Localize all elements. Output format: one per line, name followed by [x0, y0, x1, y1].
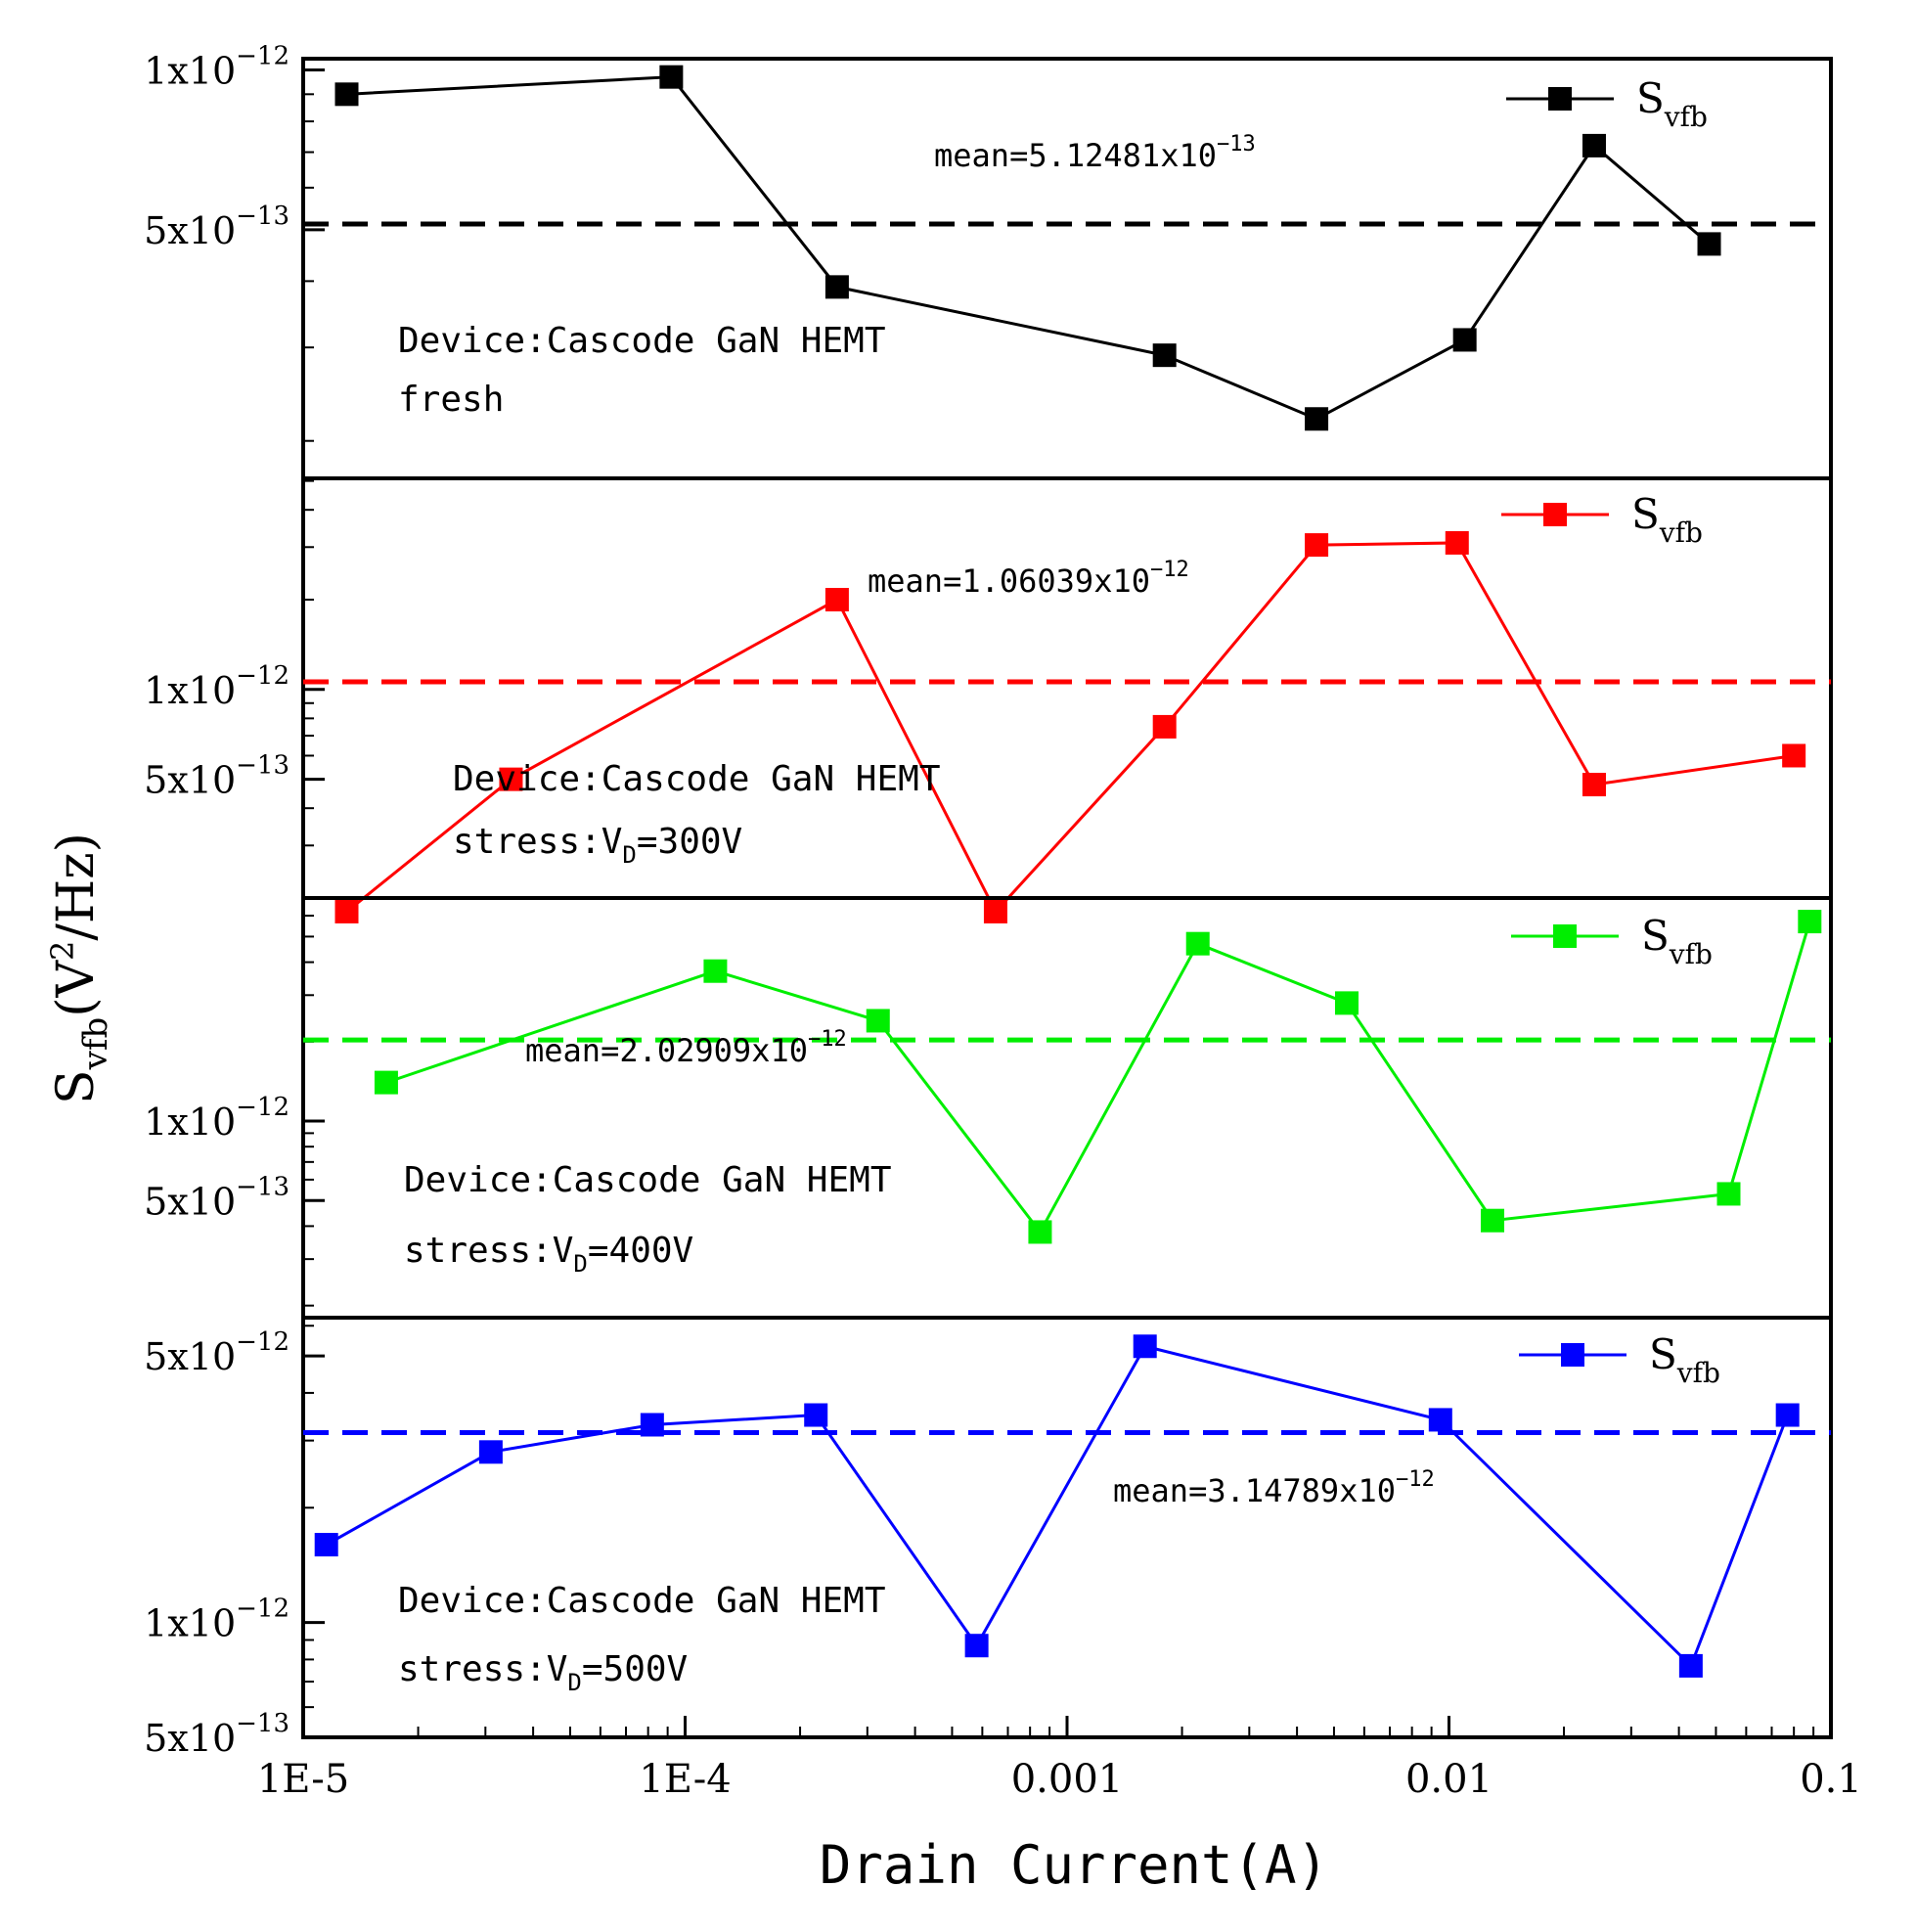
series-line — [346, 75, 1711, 421]
data-point — [1716, 1182, 1741, 1206]
x-tick-label: 1E-5 — [257, 1757, 349, 1802]
legend-marker — [1553, 924, 1577, 948]
data-point — [1445, 530, 1469, 555]
y-tick-label: 1x10−12 — [144, 661, 290, 712]
device-annotation: Device:Cascode GaN HEMT — [453, 759, 941, 799]
legend-label: Svfb — [1631, 490, 1703, 549]
data-point — [1582, 133, 1606, 157]
data-point — [1305, 407, 1329, 431]
x-tick-label: 0.1 — [1800, 1757, 1862, 1802]
panel-4: 5x10−12 1x10−12 5x10−13 mean=3.14789x10−12 S… — [144, 1316, 1833, 1760]
data-point — [1133, 1334, 1157, 1359]
data-point — [1480, 1208, 1504, 1233]
data-point — [640, 1413, 664, 1437]
x-tick-label: 0.01 — [1405, 1757, 1493, 1802]
y-tick-label: 5x10−12 — [144, 1327, 290, 1378]
legend-label: Svfb — [1649, 1330, 1720, 1389]
data-point — [1582, 773, 1606, 797]
mean-label: mean=3.14789x10−12 — [1113, 1467, 1435, 1509]
data-point — [983, 899, 1007, 923]
data-point — [499, 767, 523, 791]
data-point — [1428, 1408, 1452, 1432]
panel-1: 1x10−12 5x10−13 mean=5.12481x10−13 Svfb Devi… — [144, 41, 1833, 480]
data-point — [1334, 991, 1359, 1015]
legend-marker — [1561, 1343, 1584, 1367]
legend-marker — [1548, 87, 1572, 111]
x-axis: 1E-5 1E-4 0.001 0.01 0.1 — [257, 1716, 1862, 1802]
device-annotation: Device:Cascode GaN HEMT — [398, 1581, 886, 1621]
data-point — [659, 65, 684, 89]
data-point — [866, 1009, 890, 1033]
legend-label: Svfb — [1641, 912, 1713, 970]
svg-text:Svfb(V2/Hz): Svfb(V2/Hz) — [44, 832, 115, 1104]
data-point — [334, 82, 359, 107]
panel-3: 1x10−12 5x10−13 mean=2.02909x10−12 Svfb Devi… — [144, 896, 1833, 1320]
panel-2: 1x10−12 5x10−13 mean=1.06039x10−12 Svfb Devi… — [144, 476, 1833, 923]
device-annotation: Device:Cascode GaN HEMT — [404, 1160, 892, 1200]
data-point — [1152, 714, 1177, 739]
x-axis-label: Drain Current(A) — [820, 1834, 1328, 1896]
data-point — [824, 587, 849, 611]
data-point — [314, 1533, 338, 1557]
stress-annotation: stress:VD=300V — [453, 822, 742, 869]
legend-label: Svfb — [1636, 74, 1708, 133]
panel-frame — [301, 57, 1833, 480]
data-point — [1452, 328, 1477, 352]
mean-label: mean=1.06039x10−12 — [868, 558, 1189, 600]
legend: Svfb — [1501, 490, 1703, 549]
data-point — [824, 275, 849, 299]
legend: Svfb — [1511, 912, 1713, 970]
y-tick-label: 5x10−13 — [144, 202, 290, 252]
device-annotation: Device:Cascode GaN HEMT — [398, 321, 886, 361]
data-point — [1697, 232, 1721, 256]
y-axis-label: Svfb(V2/Hz) — [44, 832, 115, 1104]
data-point — [374, 1070, 398, 1095]
y-tick-label: 5x10−13 — [144, 1709, 290, 1760]
condition-annotation: fresh — [398, 380, 504, 420]
y-tick-label: 5x10−13 — [144, 751, 290, 802]
x-tick-label: 1E-4 — [639, 1757, 731, 1802]
stress-annotation: stress:VD=400V — [404, 1231, 693, 1278]
data-point — [1775, 1403, 1800, 1427]
y-tick-label: 1x10−12 — [144, 1595, 290, 1645]
y-tick-label: 1x10−12 — [144, 1093, 290, 1144]
data-point — [334, 899, 359, 923]
data-point — [804, 1403, 828, 1427]
mean-label: mean=5.12481x10−13 — [934, 132, 1256, 174]
mean-label: mean=2.02909x10−12 — [525, 1027, 847, 1069]
data-point — [964, 1634, 989, 1658]
data-point — [1152, 343, 1177, 368]
data-point — [703, 959, 728, 983]
legend-marker — [1543, 503, 1567, 526]
x-tick-label: 0.001 — [1011, 1757, 1124, 1802]
y-tick-label: 1x10−12 — [144, 41, 290, 92]
legend: Svfb — [1506, 74, 1708, 133]
data-point — [1678, 1653, 1703, 1678]
data-point — [1185, 931, 1210, 956]
legend: Svfb — [1519, 1330, 1720, 1389]
stress-annotation: stress:VD=500V — [398, 1649, 688, 1696]
data-point — [1798, 910, 1822, 934]
data-point — [1028, 1220, 1052, 1244]
data-point — [1782, 743, 1806, 768]
data-point — [1305, 533, 1329, 558]
data-point — [478, 1440, 503, 1464]
y-tick-label: 5x10−13 — [144, 1172, 290, 1223]
